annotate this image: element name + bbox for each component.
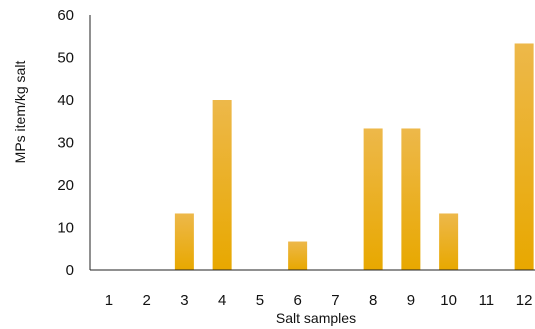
y-axis-title: MPs item/kg salt xyxy=(12,61,28,164)
bar-10 xyxy=(439,213,459,270)
x-tick-label: 9 xyxy=(407,292,415,309)
x-tick-label: 2 xyxy=(142,292,150,309)
y-tick-label: 10 xyxy=(57,220,74,237)
bar-3 xyxy=(174,213,194,270)
x-tick-label: 7 xyxy=(331,292,339,309)
x-tick-label: 8 xyxy=(369,292,377,309)
x-tick-label: 12 xyxy=(516,292,533,309)
bar-6 xyxy=(288,241,308,270)
x-tick-label: 10 xyxy=(440,292,457,309)
bars xyxy=(174,43,534,270)
y-tick-label: 60 xyxy=(57,7,74,24)
x-axis-ticks: 1 2 3 4 5 6 7 8 9 10 11 12 xyxy=(105,292,533,309)
y-tick-label: 0 xyxy=(66,262,74,279)
bar-8 xyxy=(363,128,383,270)
bar-12 xyxy=(514,43,534,270)
y-tick-label: 30 xyxy=(57,135,74,152)
x-tick-label: 5 xyxy=(256,292,264,309)
y-tick-label: 40 xyxy=(57,92,74,109)
y-tick-label: 20 xyxy=(57,177,74,194)
bar-4 xyxy=(212,100,232,270)
x-tick-label: 1 xyxy=(105,292,113,309)
x-tick-label: 11 xyxy=(479,292,495,309)
x-axis-title: Salt samples xyxy=(276,310,356,326)
x-tick-label: 3 xyxy=(180,292,188,309)
x-tick-label: 6 xyxy=(293,292,301,309)
y-tick-label: 50 xyxy=(57,50,74,67)
bar-9 xyxy=(401,128,421,270)
y-axis-ticks: 0 10 20 30 40 50 60 xyxy=(57,7,74,279)
x-tick-label: 4 xyxy=(218,292,226,309)
